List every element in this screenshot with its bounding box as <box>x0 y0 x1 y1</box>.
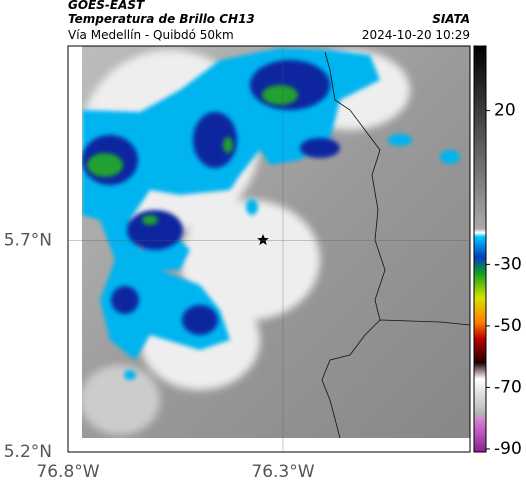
colorbar-tick-label: -50 <box>494 316 522 336</box>
y-tick-label: 5.2°N <box>4 442 52 462</box>
y-tick-label: 5.7°N <box>4 231 52 251</box>
colorbar-tick-label: 20 <box>494 101 516 121</box>
route: Vía Medellín - Quibdó 50km <box>68 28 234 42</box>
timestamp: 2024-10-20 10:29 <box>362 28 470 42</box>
colorbar-tick-label: -90 <box>494 439 522 459</box>
x-tick-label: 76.3°W <box>251 462 314 482</box>
source: SIATA <box>432 12 470 26</box>
station-marker <box>257 234 269 246</box>
colorbar <box>473 45 487 453</box>
title: GOES-EAST <box>68 0 145 12</box>
satellite-image <box>82 46 470 438</box>
subtitle: Temperatura de Brillo CH13 <box>68 12 255 26</box>
colorbar-tick-label: -30 <box>494 254 522 274</box>
map-frame <box>67 45 471 453</box>
x-tick-label: 76.8°W <box>36 462 99 482</box>
colorbar-tick-label: -70 <box>494 377 522 397</box>
